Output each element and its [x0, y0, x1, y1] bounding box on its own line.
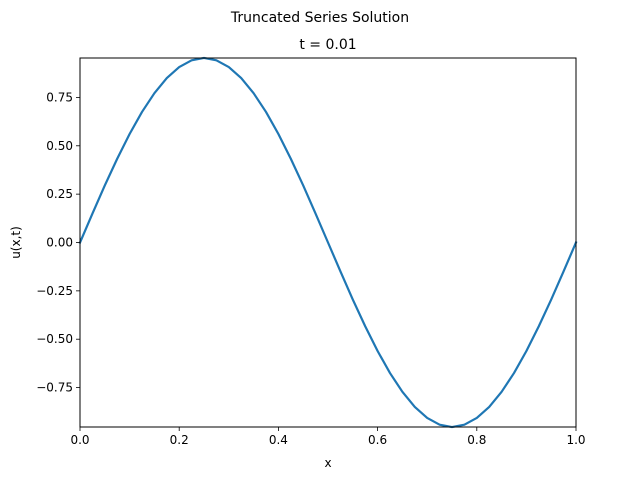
figure-suptitle: Truncated Series Solution	[230, 10, 409, 26]
x-axis: 0.0 0.2 0.4 0.6 0.8 1.0	[70, 427, 586, 447]
x-tick-label: 1.0	[566, 433, 585, 447]
y-tick-label: −0.75	[36, 381, 73, 395]
x-tick-label: 0.6	[368, 433, 387, 447]
x-tick-label: 0.2	[170, 433, 189, 447]
y-tick-label: 0.25	[46, 187, 73, 201]
plot-area	[78, 56, 578, 429]
y-tick-label: −0.50	[36, 332, 73, 346]
y-tick-label: 0.75	[46, 90, 73, 104]
y-tick-label: −0.25	[36, 284, 73, 298]
y-tick-label: 0.50	[46, 139, 73, 153]
x-tick-label: 0.8	[467, 433, 486, 447]
x-tick-label: 0.4	[269, 433, 288, 447]
series-line	[78, 56, 578, 429]
x-tick-label: 0.0	[70, 433, 89, 447]
x-axis-label: x	[324, 456, 331, 470]
y-axis: 0.75 0.50 0.25 0.00 −0.25 −0.50 −0.75	[36, 90, 80, 395]
chart-title: t = 0.01	[299, 37, 356, 53]
y-axis-label: u(x,t)	[9, 226, 23, 259]
y-tick-label: 0.00	[46, 236, 73, 250]
